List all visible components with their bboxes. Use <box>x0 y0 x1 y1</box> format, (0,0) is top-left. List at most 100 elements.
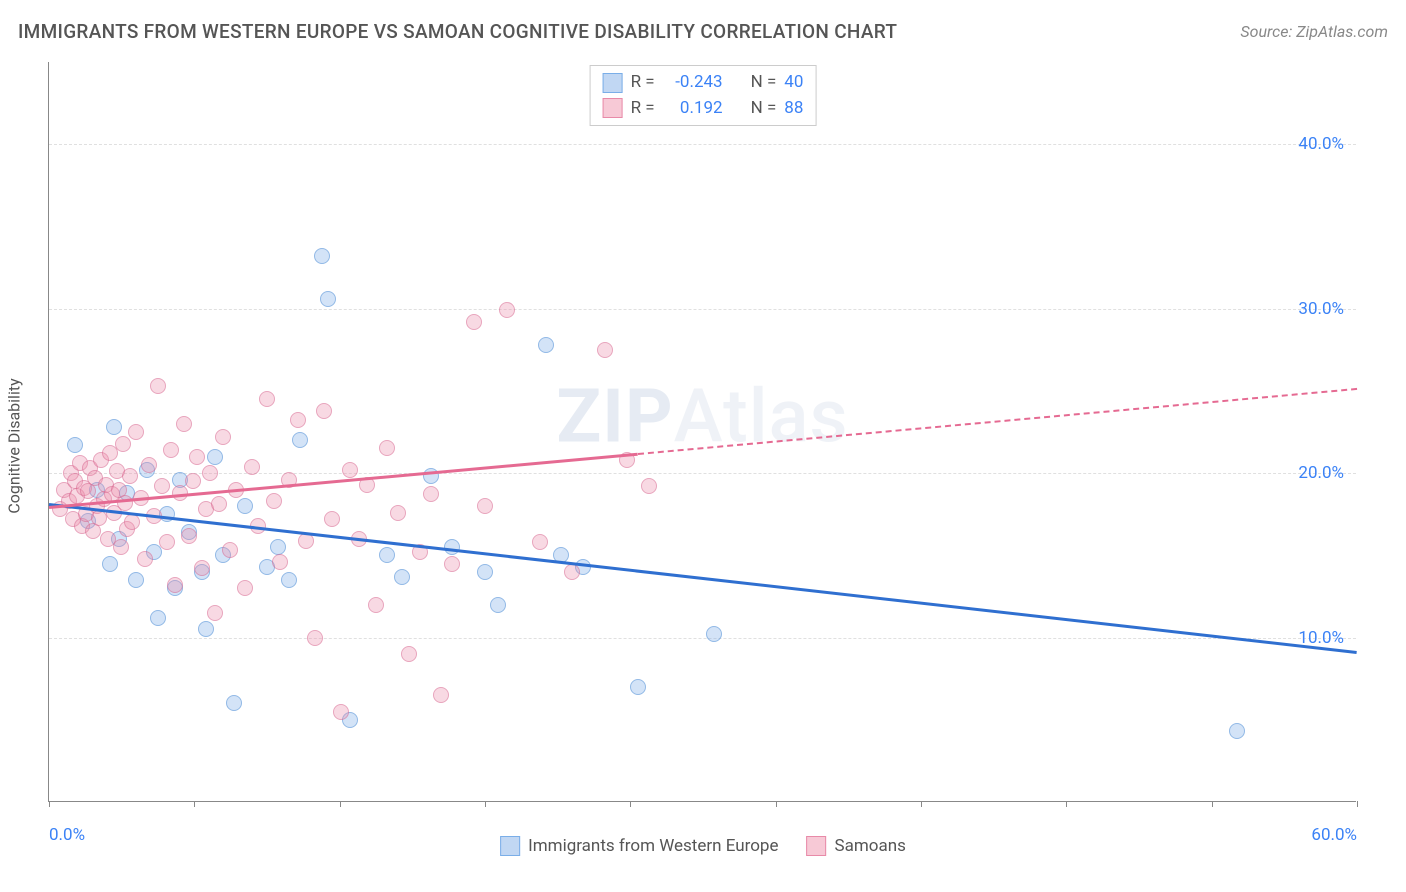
data-point <box>163 442 179 458</box>
data-point <box>597 342 613 358</box>
data-point <box>202 465 218 481</box>
source-label: Source: ZipAtlas.com <box>1240 22 1388 41</box>
data-point <box>150 610 166 626</box>
data-point <box>124 514 140 530</box>
data-point <box>394 569 410 585</box>
n-label: N = <box>751 96 777 122</box>
data-point <box>207 449 223 465</box>
x-tick-label: 60.0% <box>1311 825 1357 845</box>
data-point <box>237 498 253 514</box>
data-point <box>499 302 515 318</box>
data-point <box>433 687 449 703</box>
data-point <box>167 577 183 593</box>
gridline <box>49 144 1356 145</box>
data-point <box>307 630 323 646</box>
data-point <box>222 542 238 558</box>
r-label: R = <box>631 70 655 96</box>
data-point <box>159 534 175 550</box>
data-point <box>477 498 493 514</box>
data-point <box>189 449 205 465</box>
x-tick-mark <box>1066 801 1067 807</box>
data-point <box>379 440 395 456</box>
data-point <box>490 597 506 613</box>
data-point <box>128 424 144 440</box>
data-point <box>181 528 197 544</box>
data-point <box>194 560 210 576</box>
y-axis-label: Cognitive Disability <box>5 378 24 513</box>
data-point <box>176 416 192 432</box>
data-point <box>379 547 395 563</box>
data-point <box>215 429 231 445</box>
data-point <box>390 505 406 521</box>
series-swatch <box>603 98 623 118</box>
data-point <box>150 378 166 394</box>
x-tick-mark <box>630 801 631 807</box>
x-tick-mark <box>485 801 486 807</box>
data-point <box>211 496 227 512</box>
data-point <box>320 291 336 307</box>
data-point <box>141 457 157 473</box>
data-point <box>706 626 722 642</box>
data-point <box>401 646 417 662</box>
x-tick-mark <box>1357 801 1358 807</box>
x-tick-mark <box>194 801 195 807</box>
legend-stat-row: R = -0.243 N = 40 <box>603 70 804 96</box>
y-tick-label: 30.0% <box>1298 299 1344 319</box>
trend-line <box>49 453 638 509</box>
data-point <box>237 580 253 596</box>
data-point <box>477 564 493 580</box>
data-point <box>128 572 144 588</box>
data-point <box>122 468 138 484</box>
data-point <box>333 704 349 720</box>
gridline <box>49 473 1356 474</box>
data-point <box>281 572 297 588</box>
scatter-plot-area: ZIPAtlas 10.0%20.0%30.0%40.0%0.0%60.0% <box>48 62 1356 802</box>
n-label: N = <box>751 70 777 96</box>
data-point <box>154 478 170 494</box>
legend-label: Samoans <box>835 836 906 856</box>
x-tick-mark <box>340 801 341 807</box>
data-point <box>316 403 332 419</box>
r-value: 0.192 <box>663 96 723 122</box>
data-point <box>314 248 330 264</box>
gridline <box>49 309 1356 310</box>
data-point <box>185 473 201 489</box>
data-point <box>324 511 340 527</box>
n-value: 88 <box>784 96 803 122</box>
x-tick-mark <box>776 801 777 807</box>
trend-line <box>638 388 1358 455</box>
data-point <box>538 337 554 353</box>
n-value: 40 <box>784 70 803 96</box>
data-point <box>137 551 153 567</box>
data-point <box>532 534 548 550</box>
data-point <box>102 556 118 572</box>
data-point <box>368 597 384 613</box>
data-point <box>67 437 83 453</box>
legend-series: Immigrants from Western Europe Samoans <box>500 836 906 856</box>
data-point <box>106 419 122 435</box>
data-point <box>564 564 580 580</box>
data-point <box>630 679 646 695</box>
data-point <box>423 486 439 502</box>
series-swatch <box>807 836 827 856</box>
series-swatch <box>500 836 520 856</box>
data-point <box>198 621 214 637</box>
legend-item: Immigrants from Western Europe <box>500 836 778 856</box>
r-value: -0.243 <box>663 70 723 96</box>
chart-title: IMMIGRANTS FROM WESTERN EUROPE VS SAMOAN… <box>18 20 897 43</box>
data-point <box>113 539 129 555</box>
y-tick-label: 40.0% <box>1298 134 1344 154</box>
data-point <box>266 493 282 509</box>
data-point <box>292 432 308 448</box>
x-tick-mark <box>49 801 50 807</box>
y-tick-label: 20.0% <box>1298 463 1344 483</box>
data-point <box>272 554 288 570</box>
legend-label: Immigrants from Western Europe <box>528 836 778 856</box>
data-point <box>259 391 275 407</box>
data-point <box>641 478 657 494</box>
x-tick-mark <box>921 801 922 807</box>
x-tick-mark <box>1212 801 1213 807</box>
data-point <box>117 495 133 511</box>
x-tick-label: 0.0% <box>49 825 85 845</box>
gridline <box>49 638 1356 639</box>
